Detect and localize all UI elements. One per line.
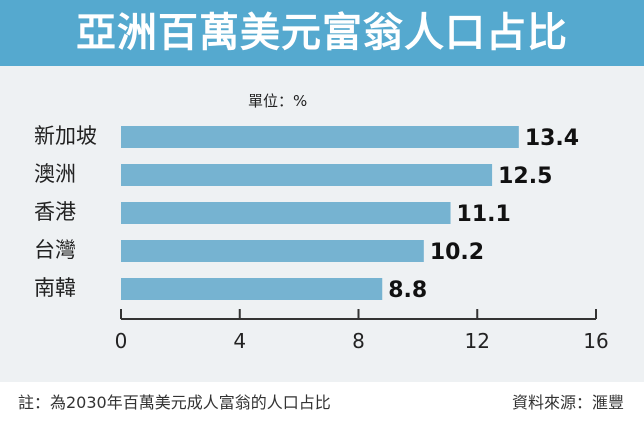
category-label: 香港 [34,200,76,224]
footer-source: 資料來源：滙豐 [511,393,624,412]
bar [121,240,424,262]
value-label: 10.2 [430,240,484,265]
chart-panel: 單位：% 新加坡 13.4 澳洲 12.5 香港 11.1 台灣 10.2 南韓 8.8 0 4 8 1… [0,66,644,382]
chart-header: 亞洲百萬美元富翁人口占比 [0,0,644,66]
value-label: 11.1 [457,202,511,227]
chart-title: 亞洲百萬美元富翁人口占比 [76,10,568,56]
bar [121,126,519,148]
x-tick-label: 16 [583,329,608,353]
category-label: 新加坡 [34,124,97,148]
x-tick-label: 4 [233,329,246,353]
footer-note: 註：為2030年百萬美元成人富翁的人口占比 [18,393,331,412]
value-label: 8.8 [388,278,427,303]
bars-layer: 新加坡 13.4 澳洲 12.5 香港 11.1 台灣 10.2 南韓 8.8 [34,124,579,303]
x-tick-label: 0 [115,329,128,353]
category-label: 南韓 [34,276,76,300]
chart-svg: 單位：% 新加坡 13.4 澳洲 12.5 香港 11.1 台灣 10.2 南韓 8.8 0 4 8 1… [34,92,609,353]
bar [121,202,451,224]
x-tick-label: 8 [352,329,365,353]
value-label: 12.5 [498,164,552,189]
bar [121,278,383,300]
bar [121,164,493,186]
chart-footer: 註：為2030年百萬美元成人富翁的人口占比 資料來源：滙豐 [0,382,644,425]
category-label: 澳洲 [34,162,76,186]
value-label: 13.4 [525,126,579,151]
unit-label: 單位：% [248,92,307,110]
axis-layer: 0 4 8 12 16 [115,309,609,353]
category-label: 台灣 [34,238,76,262]
x-tick-label: 12 [465,329,490,353]
